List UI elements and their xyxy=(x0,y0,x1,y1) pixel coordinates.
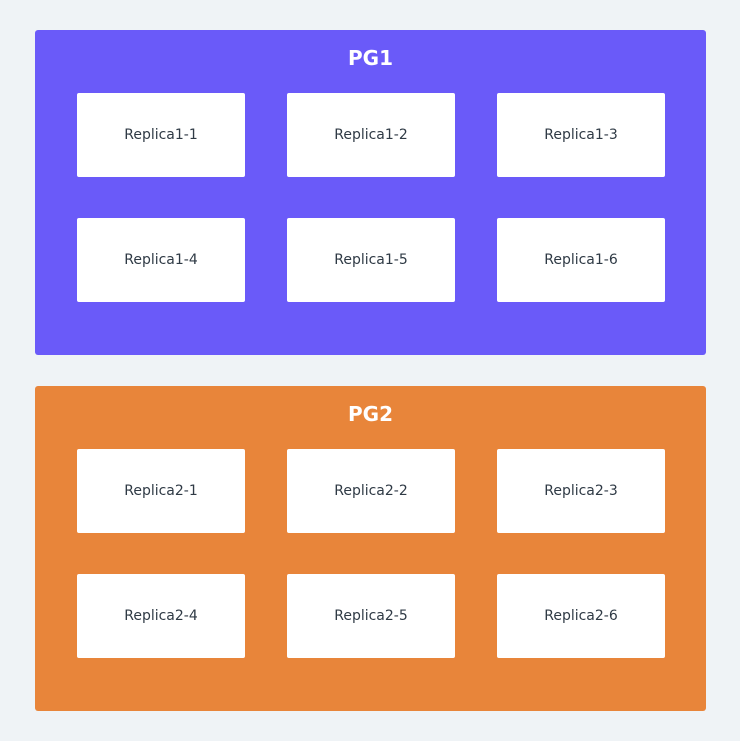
replica-box: Replica1-4 xyxy=(77,218,245,302)
replica-box: Replica2-2 xyxy=(287,449,455,533)
replica-box: Replica1-1 xyxy=(77,93,245,177)
replica-box: Replica2-6 xyxy=(497,574,665,658)
replica-box: Replica2-5 xyxy=(287,574,455,658)
replica-box: Replica1-6 xyxy=(497,218,665,302)
placement-group-pg2: PG2 Replica2-1 Replica2-2 Replica2-3 Rep… xyxy=(35,386,706,711)
placement-group-pg1: PG1 Replica1-1 Replica1-2 Replica1-3 Rep… xyxy=(35,30,706,355)
group-title: PG1 xyxy=(348,46,393,70)
replica-box: Replica1-3 xyxy=(497,93,665,177)
replica-box: Replica1-2 xyxy=(287,93,455,177)
replica-box: Replica1-5 xyxy=(287,218,455,302)
replica-box: Replica2-3 xyxy=(497,449,665,533)
replica-box: Replica2-1 xyxy=(77,449,245,533)
group-title: PG2 xyxy=(348,402,393,426)
replica-box: Replica2-4 xyxy=(77,574,245,658)
